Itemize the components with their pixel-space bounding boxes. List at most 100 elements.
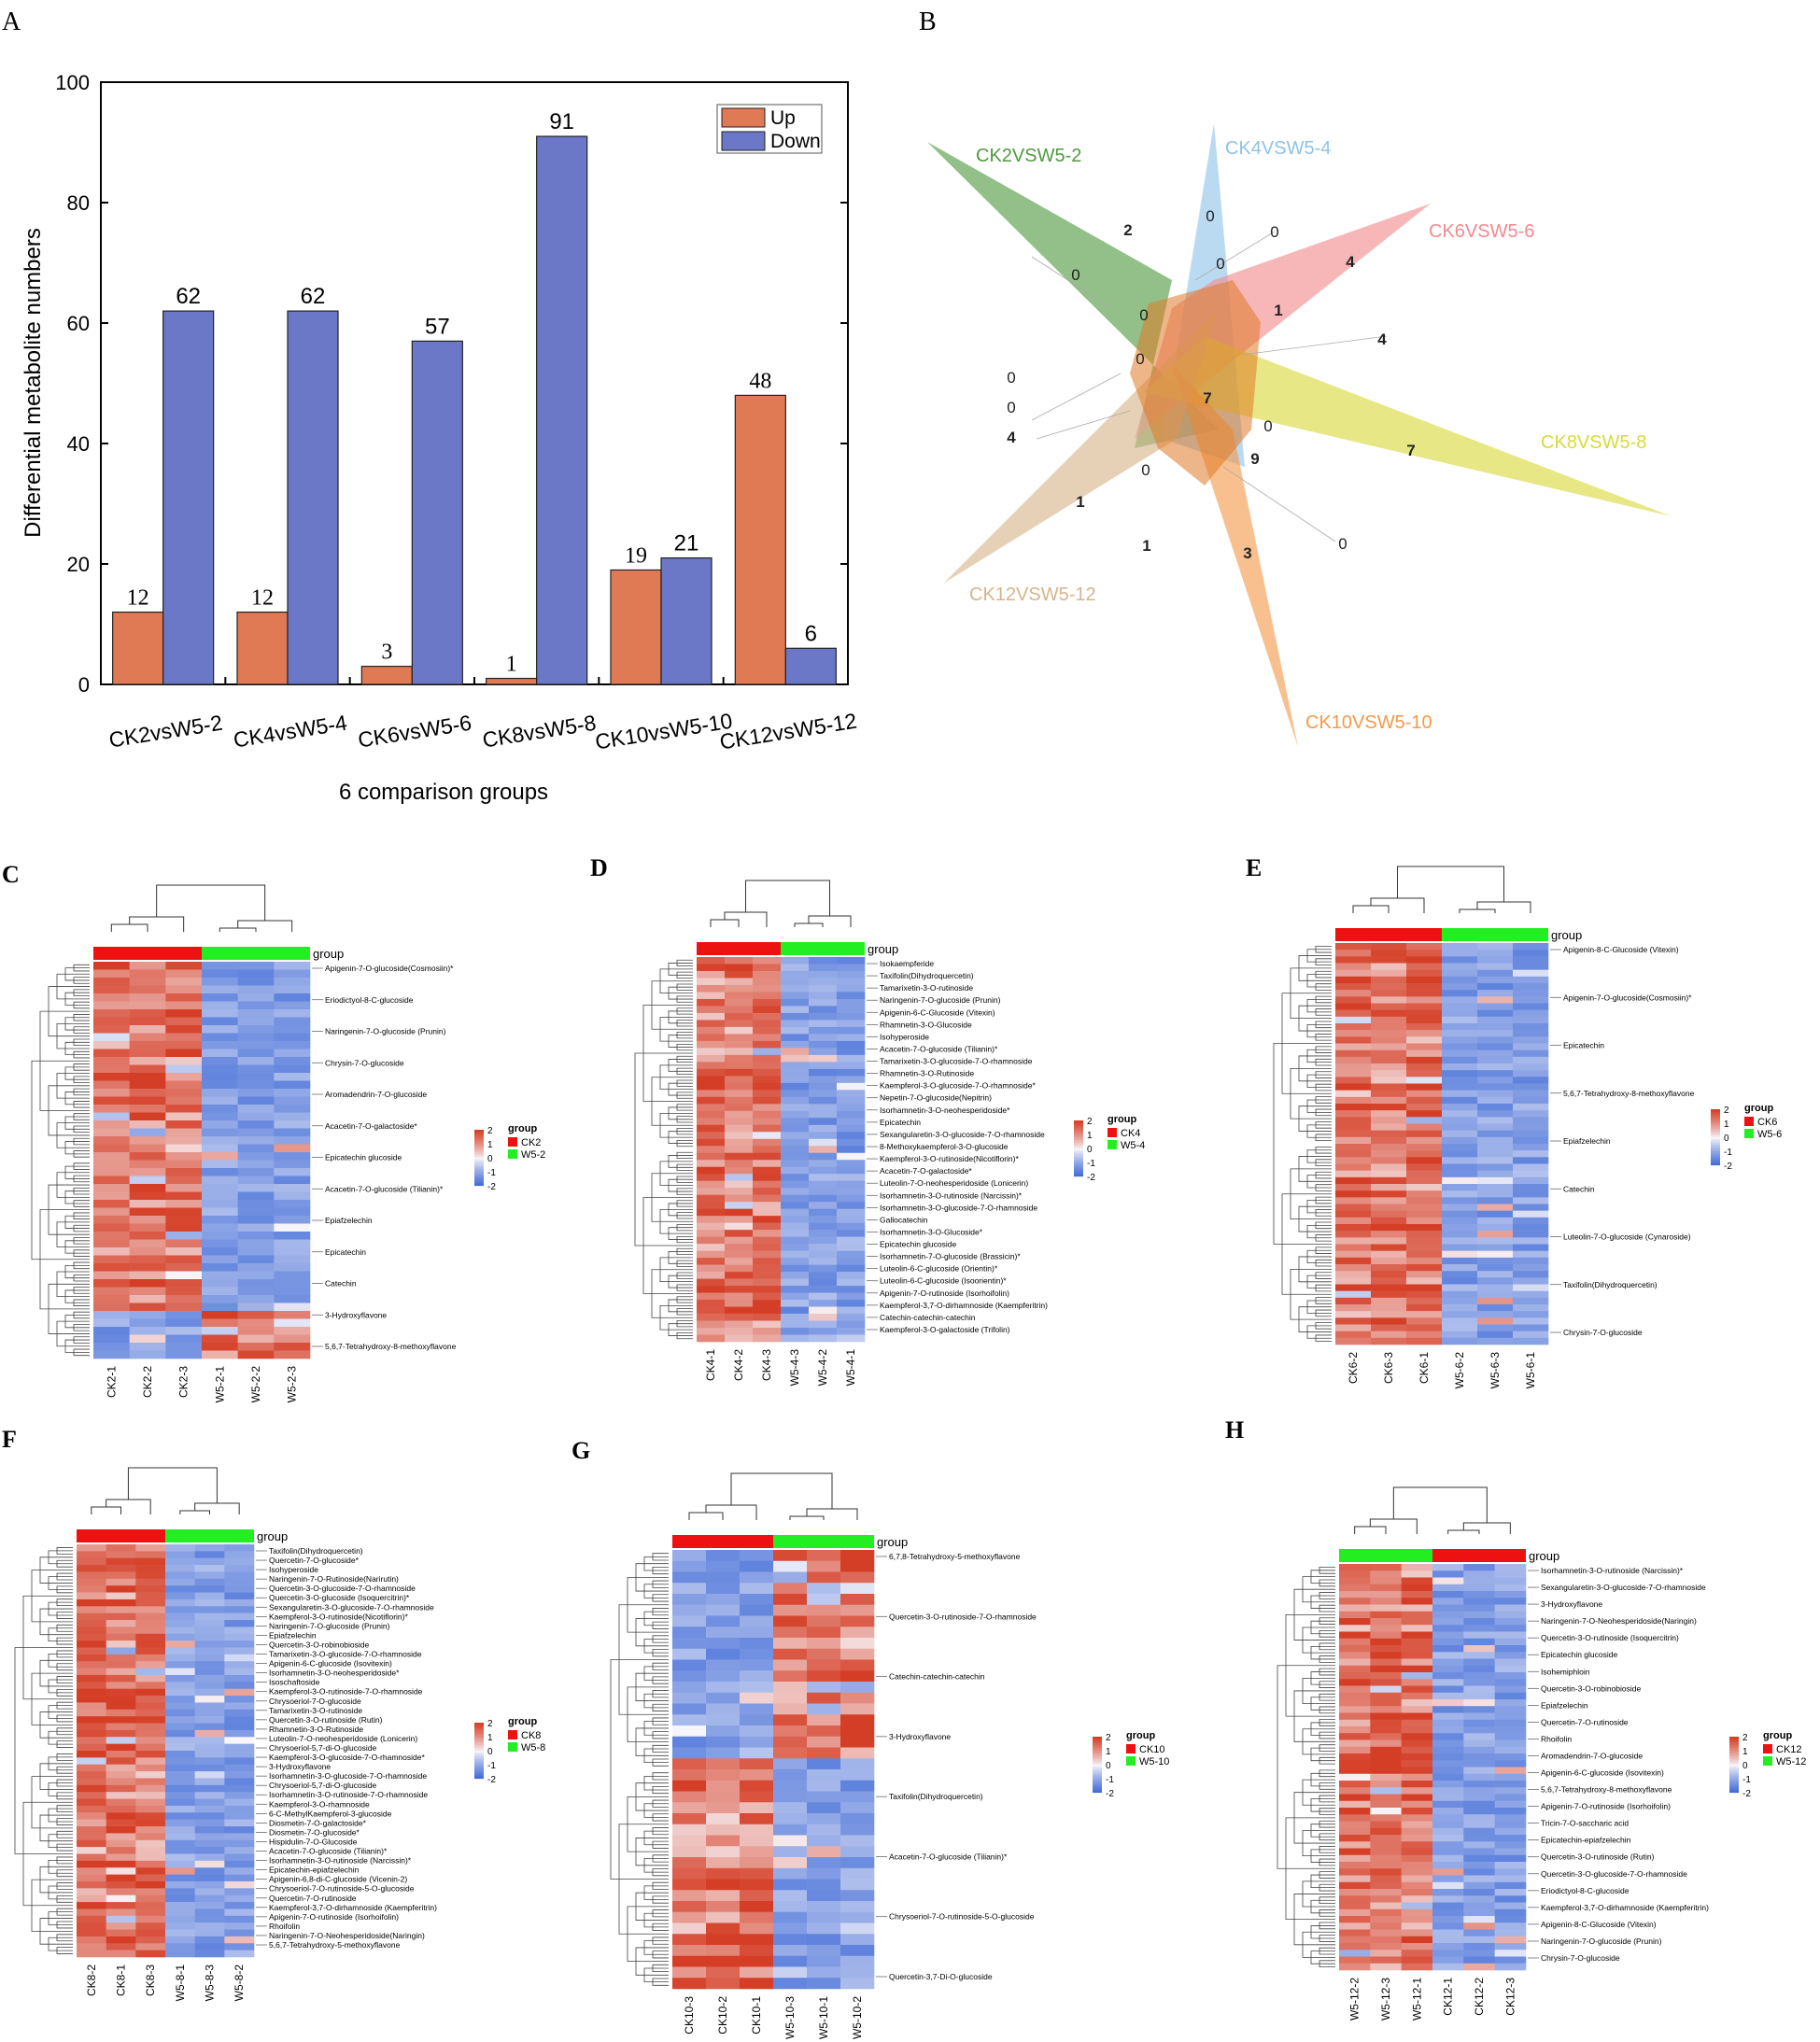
row-dendrogram-branch <box>668 1178 693 1192</box>
row-dendrogram-branch <box>56 1122 90 1148</box>
color-scale-step <box>1074 1157 1083 1159</box>
heatmap-cell <box>77 1936 106 1944</box>
bar-down <box>784 647 837 685</box>
row-dendrogram-branch <box>652 1895 669 1904</box>
heatmap-cell <box>224 1571 255 1580</box>
heatmap-cell <box>1494 1733 1527 1740</box>
row-dendrogram-branch <box>1310 1570 1335 1584</box>
heatmap-cell <box>106 1880 136 1889</box>
leader-line <box>1222 466 1336 542</box>
heatmap-cell <box>194 1908 225 1917</box>
color-scale-step <box>1093 1780 1102 1782</box>
heatmap-cell <box>1371 1257 1407 1265</box>
heatmap-cell <box>1477 1009 1514 1018</box>
row-dendrogram-branch <box>652 1840 669 1849</box>
heatmap-cell <box>740 1648 774 1660</box>
heatmap-cell <box>809 1180 838 1189</box>
heatmap-cell <box>165 1271 203 1280</box>
color-scale-step <box>474 1767 484 1769</box>
heatmap-cell <box>1477 1077 1514 1084</box>
heatmap-cell <box>740 1955 774 1967</box>
heatmap-cell <box>77 1592 106 1600</box>
heatmap-cell <box>202 1160 238 1169</box>
heatmap-cell <box>840 1955 875 1967</box>
heatmap-cell <box>77 1688 106 1697</box>
heatmap-cell <box>697 1328 726 1335</box>
heatmap-cell <box>129 1303 166 1312</box>
heatmap-cell <box>1513 1217 1549 1225</box>
heatmap-cell <box>165 1682 195 1689</box>
group-legend-swatch-w5 <box>508 1149 517 1159</box>
heatmap-cell <box>1371 1144 1407 1151</box>
heatmap-cell <box>809 1026 838 1035</box>
heatmap-cell <box>753 1306 782 1315</box>
heatmap-cell <box>773 1758 808 1770</box>
heatmap-cell <box>194 1771 225 1779</box>
heatmap-cell <box>706 1824 741 1836</box>
heatmap-cell <box>840 1813 875 1825</box>
row-dendrogram-branch <box>1298 1256 1332 1283</box>
heatmap-cell <box>135 1674 166 1683</box>
row-dendrogram-branch <box>643 1830 669 1846</box>
region-count: 4 <box>1346 253 1355 271</box>
x-axis-title: 6 comparison groups <box>339 780 548 805</box>
heatmap-cell <box>1371 1043 1407 1050</box>
heatmap-cell <box>1335 1324 1372 1331</box>
heatmap-cell <box>224 1592 255 1600</box>
heatmap-cell <box>106 1557 136 1566</box>
heatmap-cell <box>1370 1929 1402 1937</box>
heatmap-cell <box>165 1232 203 1240</box>
row-dendrogram-branch <box>668 1251 693 1264</box>
row-dendrogram-branch <box>1298 955 1332 981</box>
heatmap-cell <box>1477 1190 1514 1198</box>
row-dendrogram-branch <box>652 1649 669 1657</box>
heatmap-cell <box>1442 1136 1478 1145</box>
heatmap-cell <box>165 1950 195 1958</box>
row-dendrogram-branch <box>56 1585 73 1594</box>
heatmap-cell <box>697 957 726 965</box>
heatmap-cell <box>1371 1130 1407 1138</box>
heatmap-cell <box>194 1641 225 1648</box>
heatmap-cell <box>1442 1009 1478 1018</box>
row-dendrogram-branch <box>643 1666 669 1681</box>
heatmap-cell <box>237 1287 275 1296</box>
heatmap-cell <box>1370 1625 1402 1632</box>
heatmap-cell <box>1463 1787 1495 1795</box>
color-scale-step <box>474 1150 484 1153</box>
row-label: Isorhamnetin-3-O-glucoside-7-O-rhamnosid… <box>269 1771 427 1781</box>
heatmap-cell <box>706 1648 741 1660</box>
row-dendrogram-branch <box>676 995 693 1003</box>
heatmap-cell <box>1339 1821 1371 1829</box>
heatmap-cell <box>1339 1658 1371 1667</box>
row-label: Kaempferol-3-O-rhamnoside <box>269 1799 370 1809</box>
column-dendrogram <box>1476 901 1531 913</box>
heatmap-cell <box>773 1736 808 1748</box>
heatmap-cell <box>753 1160 782 1168</box>
heatmap-cell <box>224 1723 255 1731</box>
row-dendrogram <box>634 959 693 1340</box>
heatmap-cell <box>1494 1611 1527 1619</box>
heatmap-cell <box>194 1798 225 1807</box>
region-count: 1 <box>1274 302 1282 319</box>
row-label: 5,6,7-Tetrahydroxy-5-methoxyflavone <box>269 1940 401 1950</box>
heatmap-cell <box>202 1017 238 1026</box>
heatmap-cell <box>1401 1800 1433 1809</box>
heatmap-cell <box>807 1857 841 1869</box>
heatmap-cell <box>165 1120 203 1129</box>
heatmap-cell <box>135 1936 166 1944</box>
heatmap-cell <box>1442 1277 1478 1285</box>
heatmap-cell <box>1513 1210 1549 1218</box>
color-scale-step <box>1093 1740 1102 1743</box>
heatmap-cell <box>1432 1631 1464 1640</box>
group-legend-swatch-w5 <box>508 1742 517 1752</box>
column-dendrogram <box>1392 1486 1488 1523</box>
heatmap-cell <box>129 1128 166 1137</box>
heatmap-cell <box>1401 1658 1433 1667</box>
heatmap-cell <box>1513 1130 1549 1138</box>
row-dendrogram-branch <box>56 1856 73 1865</box>
column-label: CK6-3 <box>1382 1352 1395 1384</box>
group-legend-label: CK6 <box>1757 1117 1777 1128</box>
heatmap-cell <box>837 1278 866 1287</box>
heatmap-cell <box>1339 1963 1371 1971</box>
heatmap-cell <box>202 1080 238 1090</box>
